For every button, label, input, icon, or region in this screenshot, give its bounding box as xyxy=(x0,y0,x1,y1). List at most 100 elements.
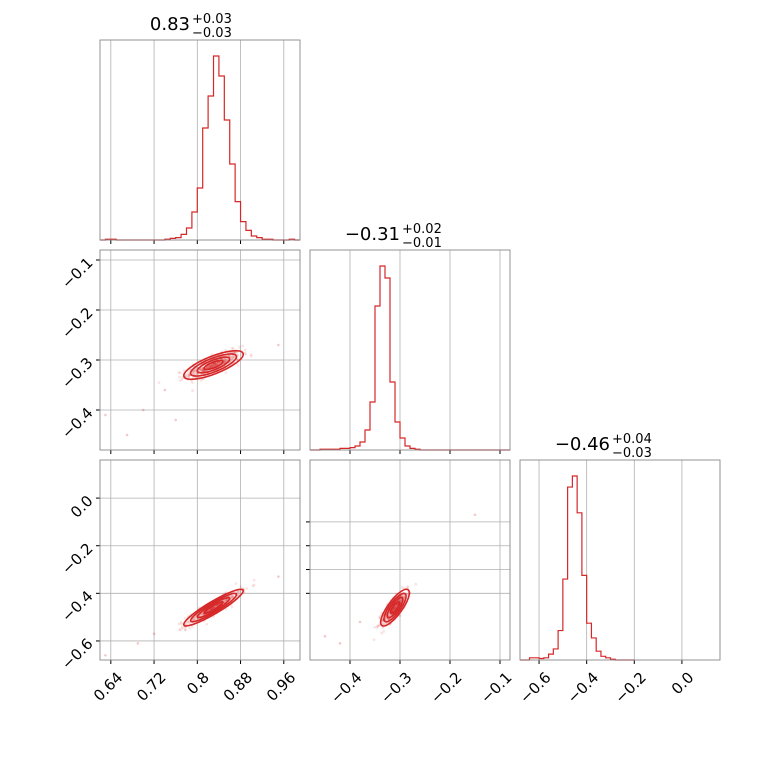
sample-point xyxy=(380,631,384,635)
sample-point xyxy=(245,587,249,590)
sample-point xyxy=(163,388,167,392)
sample-point xyxy=(231,594,234,598)
axes-frame xyxy=(309,459,511,661)
sample-point xyxy=(210,364,214,368)
density-contour xyxy=(386,596,404,619)
density-contour xyxy=(379,588,411,627)
sample-point xyxy=(192,371,196,375)
sample-point xyxy=(187,373,191,377)
sample-point xyxy=(211,606,215,610)
sample-point xyxy=(381,626,385,630)
density-contour xyxy=(203,600,224,615)
sample-point xyxy=(384,616,388,620)
y-tick-label: −0.6 xyxy=(58,635,96,673)
sample-point xyxy=(381,620,384,623)
marginal-param-1-panel: 0.83 +0.03−0.03 xyxy=(99,12,301,244)
x-tick-label: −0.3 xyxy=(377,668,415,706)
sample-point xyxy=(384,617,388,621)
sample-point xyxy=(199,378,203,382)
sample-point xyxy=(180,378,184,381)
sample-point xyxy=(200,368,204,372)
sample-point xyxy=(178,628,182,631)
sample-point xyxy=(210,607,213,611)
sample-point xyxy=(231,356,234,360)
sample-point xyxy=(231,355,235,359)
sample-point xyxy=(382,630,386,633)
sample-point xyxy=(216,361,220,365)
joint-param-1-vs-param-3-panel: 0.64 0.72 0.8 0.88 0.96 0.0 −0.2 −0.4 −0.6 xyxy=(58,459,301,705)
sample-point xyxy=(183,628,187,632)
sample-point xyxy=(183,616,187,620)
sample-point xyxy=(252,583,256,587)
panel-title-value: −0.46 xyxy=(555,434,610,455)
marginal-param-3-panel: −0.6 −0.4 −0.2 0.0 −0.46 +0.04−0.03 xyxy=(516,432,721,707)
sample-point xyxy=(231,594,234,598)
x-tick-label: −0.1 xyxy=(477,668,515,706)
sample-point xyxy=(179,620,183,624)
sample-point xyxy=(382,622,386,626)
sample-point xyxy=(199,367,202,371)
y-tick-label: −0.4 xyxy=(58,587,96,625)
x-tick-label: −0.2 xyxy=(611,668,649,706)
sample-point xyxy=(226,357,230,361)
density-contour xyxy=(182,349,245,381)
sample-point xyxy=(249,353,253,357)
sample-point xyxy=(395,604,399,607)
sample-point xyxy=(236,590,240,594)
sample-point xyxy=(393,606,397,610)
sample-point xyxy=(414,582,418,586)
sample-point xyxy=(239,585,243,589)
sample-point xyxy=(192,369,196,373)
sample-point xyxy=(177,371,181,375)
sample-point xyxy=(223,357,227,361)
sample-point xyxy=(377,623,381,627)
axes-frame xyxy=(309,249,511,451)
sample-point xyxy=(210,363,214,367)
sample-point xyxy=(241,344,245,348)
sample-point xyxy=(210,365,213,368)
x-tick-label: 0.96 xyxy=(263,668,299,704)
y-tick-label: −0.4 xyxy=(58,404,96,442)
sample-point xyxy=(200,613,204,617)
sample-point xyxy=(205,622,209,626)
sample-point xyxy=(395,602,399,606)
density-contour xyxy=(383,592,407,623)
sample-point xyxy=(209,364,212,367)
sample-point xyxy=(375,626,379,629)
sample-point xyxy=(178,375,181,379)
y-tick-label: −0.2 xyxy=(58,540,96,578)
y-tick-label: −0.1 xyxy=(58,254,96,292)
sample-point xyxy=(398,614,402,618)
sample-point xyxy=(191,371,195,375)
sample-point xyxy=(191,389,194,392)
sample-point xyxy=(200,369,204,373)
panel-title-lower: −0.03 xyxy=(612,446,652,461)
panel-title-lower: −0.03 xyxy=(192,26,232,41)
sample-point xyxy=(187,370,191,374)
sample-point xyxy=(393,606,397,609)
sample-point xyxy=(223,359,227,363)
sample-point xyxy=(400,586,404,589)
sample-point xyxy=(186,620,190,624)
sample-point xyxy=(214,362,218,366)
density-contour xyxy=(189,592,238,623)
density-core xyxy=(390,601,400,614)
sample-point xyxy=(392,607,396,611)
sample-point xyxy=(234,582,238,586)
sample-point xyxy=(211,606,215,610)
sample-point xyxy=(225,598,229,601)
sample-point xyxy=(393,605,397,609)
sample-point xyxy=(376,624,380,628)
density-contour xyxy=(196,596,231,619)
sample-point xyxy=(358,620,362,624)
sample-point xyxy=(212,362,216,366)
sample-point xyxy=(214,363,218,367)
density-contour xyxy=(389,600,401,615)
sample-point xyxy=(393,607,396,611)
histogram-step xyxy=(310,265,510,451)
panel-title-lower: −0.01 xyxy=(402,236,442,251)
histogram-step xyxy=(100,55,300,241)
sample-point xyxy=(231,347,235,350)
sample-point xyxy=(190,381,194,385)
sample-point xyxy=(194,372,198,376)
